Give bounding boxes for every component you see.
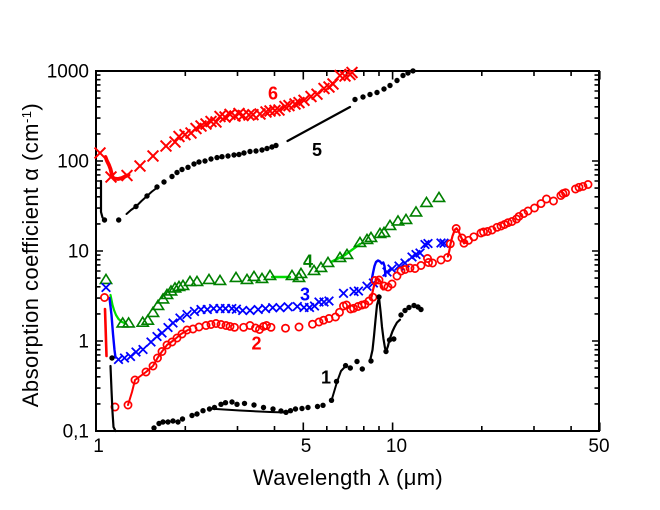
svg-text:1000: 1000: [47, 62, 89, 83]
svg-text:5: 5: [312, 140, 322, 160]
svg-text:1: 1: [321, 368, 331, 388]
svg-text:2: 2: [251, 334, 261, 354]
svg-text:4: 4: [303, 252, 313, 272]
svg-text:3: 3: [300, 285, 310, 305]
svg-text:50: 50: [588, 436, 609, 457]
svg-text:1: 1: [93, 436, 104, 457]
svg-text:10: 10: [386, 436, 407, 457]
svg-text:1: 1: [78, 332, 89, 353]
svg-text:Wavelength λ (μm): Wavelength λ (μm): [253, 465, 443, 490]
svg-text:100: 100: [57, 152, 89, 173]
svg-text:Absorption coefficient α (cm-1: Absorption coefficient α (cm-1): [18, 103, 43, 407]
svg-text:10: 10: [68, 242, 89, 263]
svg-text:5: 5: [301, 436, 312, 457]
svg-text:6: 6: [268, 84, 278, 104]
svg-text:0,1: 0,1: [63, 422, 89, 443]
